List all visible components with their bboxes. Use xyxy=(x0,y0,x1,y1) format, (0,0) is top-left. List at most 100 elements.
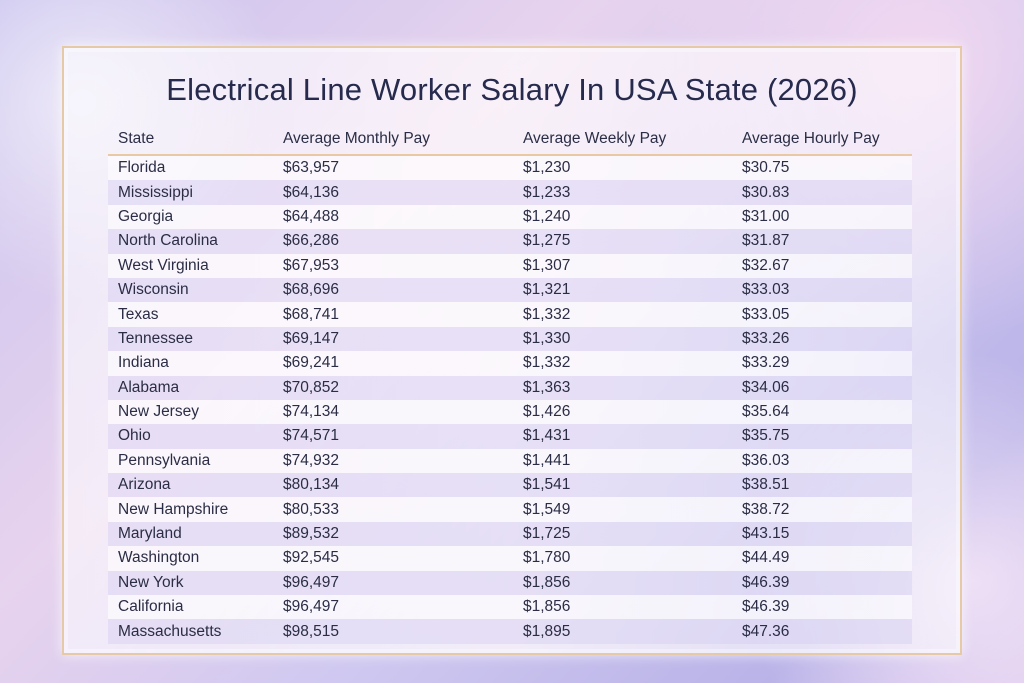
cell-hourly: $34.06 xyxy=(742,378,790,396)
cell-state: Indiana xyxy=(118,354,169,372)
cell-weekly: $1,856 xyxy=(523,598,571,616)
cell-hourly: $35.64 xyxy=(742,403,790,421)
cell-hourly: $38.72 xyxy=(742,500,790,518)
cell-monthly: $89,532 xyxy=(283,525,340,543)
cell-state: New Hampshire xyxy=(118,500,229,518)
cell-monthly: $68,741 xyxy=(283,305,340,323)
cell-hourly: $33.29 xyxy=(742,354,790,372)
cell-hourly: $33.26 xyxy=(742,329,790,347)
cell-state: Wisconsin xyxy=(118,281,189,299)
cell-monthly: $68,696 xyxy=(283,281,340,299)
cell-hourly: $35.75 xyxy=(742,427,790,445)
cell-monthly: $74,134 xyxy=(283,403,340,421)
cell-monthly: $70,852 xyxy=(283,378,340,396)
cell-weekly: $1,363 xyxy=(523,378,571,396)
table-row: Pennsylvania $74,932 $1,441 $36.03 xyxy=(108,448,912,474)
header-hourly: Average Hourly Pay xyxy=(742,130,880,147)
cell-weekly: $1,230 xyxy=(523,159,571,177)
cell-monthly: $98,515 xyxy=(283,622,340,640)
table-row: New Hampshire $80,533 $1,549 $38.72 xyxy=(108,497,912,522)
table-body: Florida $63,957 $1,230 $30.75 Mississippi $64… xyxy=(108,156,912,644)
cell-weekly: $1,330 xyxy=(523,329,571,347)
cell-hourly: $33.05 xyxy=(742,305,790,323)
table-row: Washington $92,545 $1,780 $44.49 xyxy=(108,546,912,571)
cell-monthly: $96,497 xyxy=(283,573,340,591)
cell-state: Texas xyxy=(118,305,159,323)
table-row: Wisconsin $68,696 $1,321 $33.03 xyxy=(108,277,912,303)
cell-state: North Carolina xyxy=(118,232,218,250)
cell-state: Tennessee xyxy=(118,329,193,347)
table-row: North Carolina $66,286 $1,275 $31.87 xyxy=(108,229,912,254)
cell-hourly: $30.83 xyxy=(742,183,790,201)
cell-hourly: $36.03 xyxy=(742,451,790,469)
table-row: Arizona $80,134 $1,541 $38.51 xyxy=(108,473,912,498)
cell-monthly: $74,571 xyxy=(283,427,340,445)
cell-monthly: $63,957 xyxy=(283,159,340,177)
table-row: New Jersey $74,134 $1,426 $35.64 xyxy=(108,399,912,425)
table-row: Texas $68,741 $1,332 $33.05 xyxy=(108,302,912,327)
cell-monthly: $69,147 xyxy=(283,329,340,347)
cell-state: Ohio xyxy=(118,427,151,445)
page-title: Electrical Line Worker Salary In USA Sta… xyxy=(166,72,858,107)
cell-hourly: $31.00 xyxy=(742,207,790,225)
cell-weekly: $1,426 xyxy=(523,403,571,421)
cell-weekly: $1,725 xyxy=(523,525,571,543)
table-row: Mississippi $64,136 $1,233 $30.83 xyxy=(108,180,912,205)
cell-weekly: $1,275 xyxy=(523,232,571,250)
cell-monthly: $92,545 xyxy=(283,549,340,567)
cell-weekly: $1,856 xyxy=(523,573,571,591)
cell-hourly: $30.75 xyxy=(742,159,790,177)
cell-weekly: $1,321 xyxy=(523,281,571,299)
table-row: Indiana $69,241 $1,332 $33.29 xyxy=(108,351,912,376)
cell-monthly: $69,241 xyxy=(283,354,340,372)
cell-weekly: $1,332 xyxy=(523,305,571,323)
cell-state: Florida xyxy=(118,159,166,177)
cell-weekly: $1,780 xyxy=(523,549,571,567)
table-row: Tennessee $69,147 $1,330 $33.26 xyxy=(108,326,912,352)
cell-hourly: $32.67 xyxy=(742,256,790,274)
cell-state: Alabama xyxy=(118,378,180,396)
cell-monthly: $96,497 xyxy=(283,598,340,616)
cell-hourly: $46.39 xyxy=(742,598,790,616)
header-monthly: Average Monthly Pay xyxy=(283,130,431,147)
cell-hourly: $44.49 xyxy=(742,549,790,567)
table-row: Alabama $70,852 $1,363 $34.06 xyxy=(108,375,912,400)
header-weekly: Average Weekly Pay xyxy=(523,130,667,147)
cell-state: New Jersey xyxy=(118,403,199,421)
cell-weekly: $1,307 xyxy=(523,256,571,274)
cell-state: New York xyxy=(118,573,184,591)
cell-weekly: $1,541 xyxy=(523,476,571,494)
cell-monthly: $80,533 xyxy=(283,500,340,518)
cell-state: West Virginia xyxy=(118,256,209,274)
cell-weekly: $1,895 xyxy=(523,622,571,640)
cell-hourly: $31.87 xyxy=(742,232,790,250)
table-row: Florida $63,957 $1,230 $30.75 xyxy=(108,156,912,181)
table-row: Georgia $64,488 $1,240 $31.00 xyxy=(108,204,912,230)
cell-hourly: $46.39 xyxy=(742,573,790,591)
table-row: New York $96,497 $1,856 $46.39 xyxy=(108,570,912,596)
table-header: State Average Monthly Pay Average Weekly… xyxy=(108,124,912,156)
cell-state: Georgia xyxy=(118,207,174,225)
cell-monthly: $66,286 xyxy=(283,232,340,250)
cell-hourly: $38.51 xyxy=(742,476,790,494)
cell-monthly: $64,136 xyxy=(283,183,340,201)
cell-hourly: $47.36 xyxy=(742,622,790,640)
cell-state: Maryland xyxy=(118,525,182,543)
header-state: State xyxy=(118,130,155,147)
cell-hourly: $43.15 xyxy=(742,525,790,543)
cell-monthly: $80,134 xyxy=(283,476,340,494)
cell-state: Mississippi xyxy=(118,183,193,201)
cell-monthly: $64,488 xyxy=(283,207,340,225)
cell-weekly: $1,441 xyxy=(523,451,571,469)
cell-weekly: $1,240 xyxy=(523,207,571,225)
cell-state: Washington xyxy=(118,549,200,567)
salary-table: State Average Monthly Pay Average Weekly… xyxy=(108,124,912,644)
cell-weekly: $1,549 xyxy=(523,500,571,518)
table-row: Ohio $74,571 $1,431 $35.75 xyxy=(108,424,912,449)
table-row: Massachusetts $98,515 $1,895 $47.36 xyxy=(108,619,912,644)
table-row: West Virginia $67,953 $1,307 $32.67 xyxy=(108,253,912,278)
cell-monthly: $74,932 xyxy=(283,451,340,469)
cell-state: Arizona xyxy=(118,476,171,494)
table-row: Maryland $89,532 $1,725 $43.15 xyxy=(108,521,912,547)
cell-hourly: $33.03 xyxy=(742,281,790,299)
